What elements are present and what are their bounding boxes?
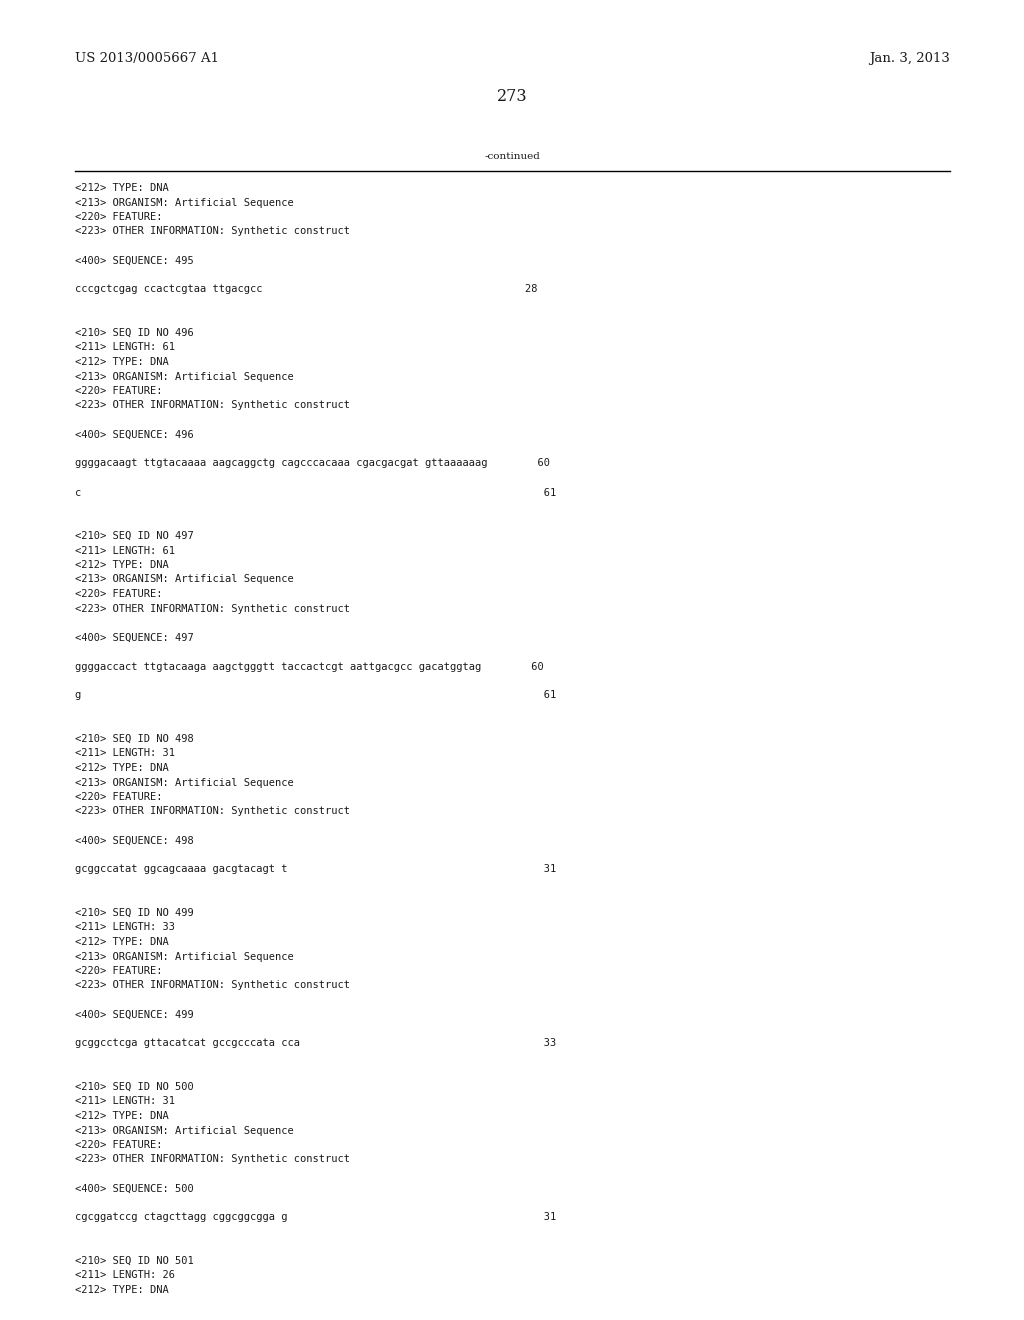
Text: <220> FEATURE:: <220> FEATURE: [75, 1140, 163, 1150]
Text: <211> LENGTH: 26: <211> LENGTH: 26 [75, 1270, 175, 1280]
Text: <211> LENGTH: 33: <211> LENGTH: 33 [75, 923, 175, 932]
Text: <212> TYPE: DNA: <212> TYPE: DNA [75, 356, 169, 367]
Text: cgcggatccg ctagcttagg cggcggcgga g                                         31: cgcggatccg ctagcttagg cggcggcgga g 31 [75, 1213, 556, 1222]
Text: Jan. 3, 2013: Jan. 3, 2013 [869, 51, 950, 65]
Text: -continued: -continued [484, 152, 540, 161]
Text: <400> SEQUENCE: 499: <400> SEQUENCE: 499 [75, 1010, 194, 1019]
Text: <400> SEQUENCE: 497: <400> SEQUENCE: 497 [75, 632, 194, 643]
Text: <400> SEQUENCE: 500: <400> SEQUENCE: 500 [75, 1184, 194, 1193]
Text: <400> SEQUENCE: 498: <400> SEQUENCE: 498 [75, 836, 194, 846]
Text: <212> TYPE: DNA: <212> TYPE: DNA [75, 183, 169, 193]
Text: <213> ORGANISM: Artificial Sequence: <213> ORGANISM: Artificial Sequence [75, 952, 294, 961]
Text: gcggccatat ggcagcaaaa gacgtacagt t                                         31: gcggccatat ggcagcaaaa gacgtacagt t 31 [75, 865, 556, 874]
Text: <210> SEQ ID NO 501: <210> SEQ ID NO 501 [75, 1257, 194, 1266]
Text: <211> LENGTH: 61: <211> LENGTH: 61 [75, 342, 175, 352]
Text: <213> ORGANISM: Artificial Sequence: <213> ORGANISM: Artificial Sequence [75, 371, 294, 381]
Text: c                                                                          61: c 61 [75, 487, 556, 498]
Text: <223> OTHER INFORMATION: Synthetic construct: <223> OTHER INFORMATION: Synthetic const… [75, 603, 350, 614]
Text: <220> FEATURE:: <220> FEATURE: [75, 385, 163, 396]
Text: <213> ORGANISM: Artificial Sequence: <213> ORGANISM: Artificial Sequence [75, 1126, 294, 1135]
Text: <220> FEATURE:: <220> FEATURE: [75, 792, 163, 803]
Text: <220> FEATURE:: <220> FEATURE: [75, 213, 163, 222]
Text: US 2013/0005667 A1: US 2013/0005667 A1 [75, 51, 219, 65]
Text: <212> TYPE: DNA: <212> TYPE: DNA [75, 1284, 169, 1295]
Text: <213> ORGANISM: Artificial Sequence: <213> ORGANISM: Artificial Sequence [75, 777, 294, 788]
Text: <213> ORGANISM: Artificial Sequence: <213> ORGANISM: Artificial Sequence [75, 574, 294, 585]
Text: <223> OTHER INFORMATION: Synthetic construct: <223> OTHER INFORMATION: Synthetic const… [75, 1155, 350, 1164]
Text: <210> SEQ ID NO 496: <210> SEQ ID NO 496 [75, 327, 194, 338]
Text: <210> SEQ ID NO 499: <210> SEQ ID NO 499 [75, 908, 194, 917]
Text: <211> LENGTH: 31: <211> LENGTH: 31 [75, 748, 175, 759]
Text: <212> TYPE: DNA: <212> TYPE: DNA [75, 763, 169, 774]
Text: <400> SEQUENCE: 496: <400> SEQUENCE: 496 [75, 429, 194, 440]
Text: <211> LENGTH: 31: <211> LENGTH: 31 [75, 1097, 175, 1106]
Text: cccgctcgag ccactcgtaa ttgacgcc                                          28: cccgctcgag ccactcgtaa ttgacgcc 28 [75, 285, 538, 294]
Text: <220> FEATURE:: <220> FEATURE: [75, 589, 163, 599]
Text: <210> SEQ ID NO 500: <210> SEQ ID NO 500 [75, 1082, 194, 1092]
Text: ggggaccact ttgtacaaga aagctgggtt taccactcgt aattgacgcc gacatggtag        60: ggggaccact ttgtacaaga aagctgggtt taccact… [75, 661, 544, 672]
Text: <223> OTHER INFORMATION: Synthetic construct: <223> OTHER INFORMATION: Synthetic const… [75, 981, 350, 990]
Text: 273: 273 [497, 88, 527, 106]
Text: <210> SEQ ID NO 497: <210> SEQ ID NO 497 [75, 531, 194, 541]
Text: <400> SEQUENCE: 495: <400> SEQUENCE: 495 [75, 256, 194, 265]
Text: <223> OTHER INFORMATION: Synthetic construct: <223> OTHER INFORMATION: Synthetic const… [75, 400, 350, 411]
Text: ggggacaagt ttgtacaaaa aagcaggctg cagcccacaaa cgacgacgat gttaaaaaag        60: ggggacaagt ttgtacaaaa aagcaggctg cagccca… [75, 458, 550, 469]
Text: gcggcctcga gttacatcat gccgcccata cca                                       33: gcggcctcga gttacatcat gccgcccata cca 33 [75, 1039, 556, 1048]
Text: <212> TYPE: DNA: <212> TYPE: DNA [75, 560, 169, 570]
Text: <223> OTHER INFORMATION: Synthetic construct: <223> OTHER INFORMATION: Synthetic const… [75, 807, 350, 817]
Text: <212> TYPE: DNA: <212> TYPE: DNA [75, 937, 169, 946]
Text: <210> SEQ ID NO 498: <210> SEQ ID NO 498 [75, 734, 194, 744]
Text: <211> LENGTH: 61: <211> LENGTH: 61 [75, 545, 175, 556]
Text: g                                                                          61: g 61 [75, 690, 556, 701]
Text: <223> OTHER INFORMATION: Synthetic construct: <223> OTHER INFORMATION: Synthetic const… [75, 227, 350, 236]
Text: <212> TYPE: DNA: <212> TYPE: DNA [75, 1111, 169, 1121]
Text: <220> FEATURE:: <220> FEATURE: [75, 966, 163, 975]
Text: <213> ORGANISM: Artificial Sequence: <213> ORGANISM: Artificial Sequence [75, 198, 294, 207]
